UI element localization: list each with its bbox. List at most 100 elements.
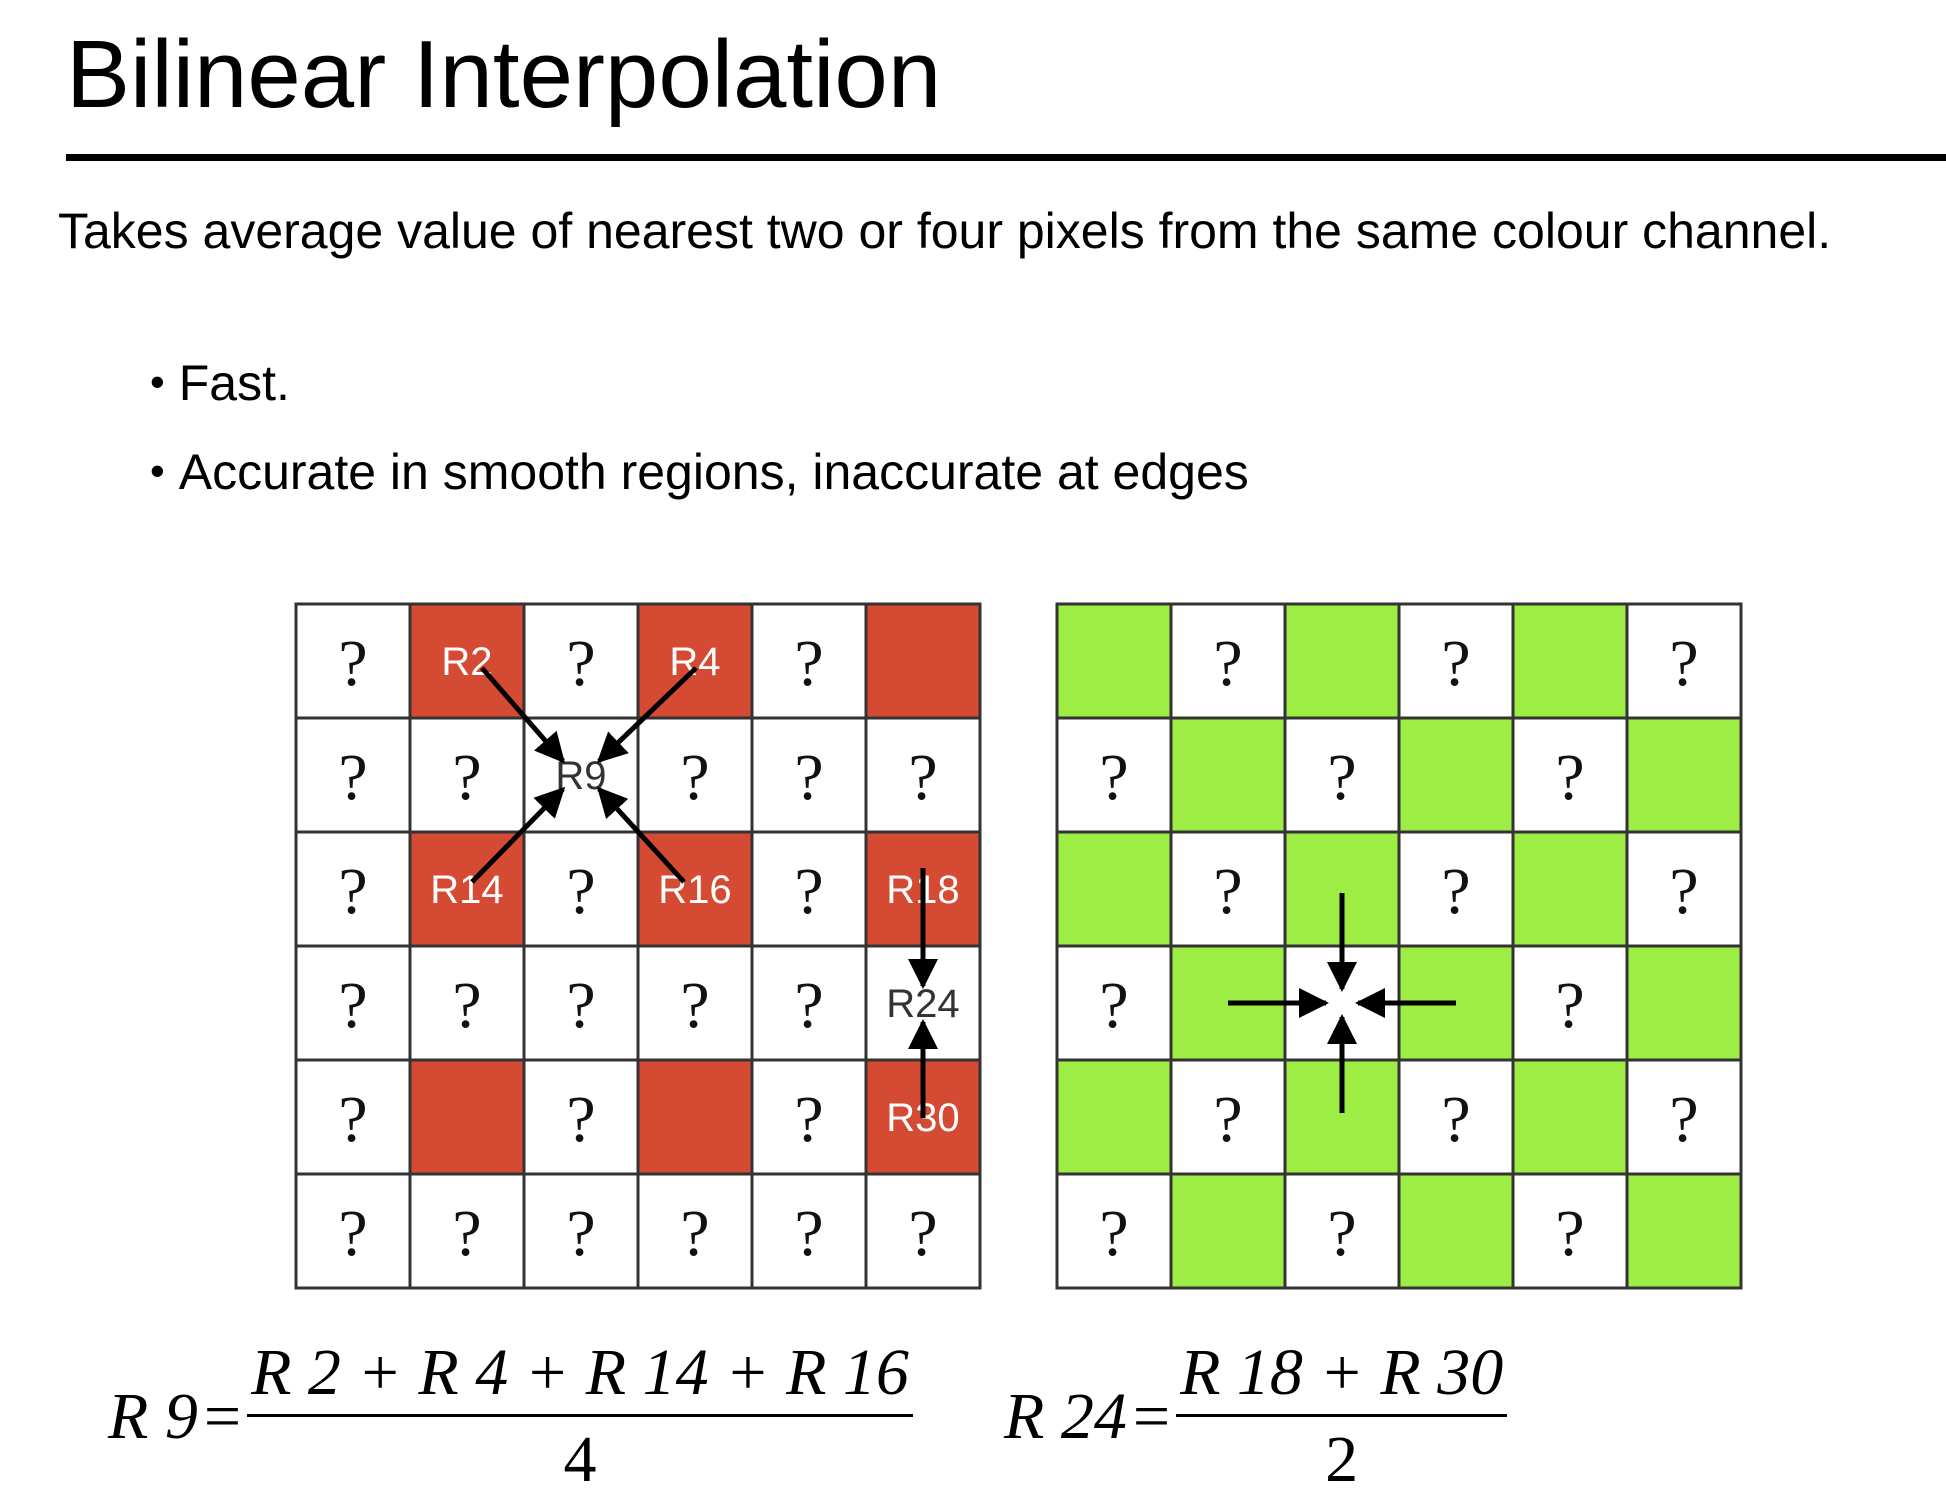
slide-title: Bilinear Interpolation bbox=[66, 21, 942, 128]
formula-r9-fraction: R 2 + R 4 + R 14 + R 16 4 bbox=[247, 1340, 913, 1493]
formula-r9-lhs: R 9 bbox=[108, 1379, 198, 1453]
bullet-list: Fast. Accurate in smooth regions, inaccu… bbox=[150, 350, 1249, 528]
grid-cell bbox=[864, 1058, 982, 1176]
formula-r24-numerator: R 18 + R 30 bbox=[1176, 1340, 1508, 1417]
grid-cell bbox=[1169, 1172, 1287, 1290]
pixel-label-r18: R18 bbox=[886, 868, 959, 912]
grid-cell bbox=[750, 830, 868, 948]
unknown-pixel-mark: ? bbox=[1669, 855, 1698, 928]
grid-cell bbox=[864, 602, 982, 720]
unknown-pixel-mark: ? bbox=[566, 1083, 595, 1156]
unknown-pixel-mark: ? bbox=[1213, 1083, 1242, 1156]
grid-cell bbox=[1511, 944, 1629, 1062]
grid-cell bbox=[750, 1058, 868, 1176]
grid-cell bbox=[408, 1172, 526, 1290]
arrow bbox=[596, 666, 698, 764]
pixel-label-r4: R4 bbox=[669, 640, 720, 684]
unknown-pixel-mark: ? bbox=[794, 627, 823, 700]
grid-cell bbox=[1283, 1058, 1401, 1176]
unknown-pixel-mark: ? bbox=[1555, 969, 1584, 1042]
grid-cell bbox=[1511, 716, 1629, 834]
formula-r9-numerator: R 2 + R 4 + R 14 + R 16 bbox=[247, 1340, 913, 1417]
grid-cell bbox=[636, 716, 754, 834]
grid-cell bbox=[636, 602, 754, 720]
grid-cell bbox=[522, 830, 640, 948]
unknown-pixel-mark: ? bbox=[338, 741, 367, 814]
grid-cell bbox=[294, 602, 412, 720]
grid-cell bbox=[1397, 1058, 1515, 1176]
grid-cell bbox=[750, 1172, 868, 1290]
pixel-label-r9: R9 bbox=[555, 754, 606, 798]
grid-cell bbox=[1625, 944, 1743, 1062]
grid-cell bbox=[1511, 1058, 1629, 1176]
grid-cell bbox=[864, 1172, 982, 1290]
grid-cell bbox=[1169, 830, 1287, 948]
formula-r24-lhs: R 24 bbox=[1004, 1379, 1127, 1453]
grid-cell bbox=[1055, 1172, 1173, 1290]
grid-cell bbox=[1625, 1172, 1743, 1290]
unknown-pixel-mark: ? bbox=[1441, 627, 1470, 700]
pixel-label-r30: R30 bbox=[886, 1096, 959, 1140]
unknown-pixel-mark: ? bbox=[1441, 855, 1470, 928]
grid-cell bbox=[1055, 716, 1173, 834]
grid-cell bbox=[1625, 716, 1743, 834]
unknown-pixel-mark: ? bbox=[1099, 741, 1128, 814]
formula-r24-fraction: R 18 + R 30 2 bbox=[1176, 1340, 1508, 1496]
arrow bbox=[470, 786, 566, 884]
grid-cell bbox=[294, 830, 412, 948]
interpolation-arrows bbox=[470, 666, 1456, 1118]
grid-cell bbox=[1625, 602, 1743, 720]
grid-cell bbox=[294, 944, 412, 1062]
unknown-pixel-mark: ? bbox=[794, 855, 823, 928]
grid-cell bbox=[864, 716, 982, 834]
unknown-pixel-mark: ? bbox=[566, 969, 595, 1042]
grid-cell bbox=[864, 944, 982, 1062]
formula-r9-denominator: 4 bbox=[563, 1423, 597, 1496]
bullet-text: Accurate in smooth regions, inaccurate a… bbox=[178, 444, 1249, 500]
grid-cell bbox=[1169, 602, 1287, 720]
title-underline bbox=[66, 154, 1946, 161]
unknown-pixel-mark: ? bbox=[680, 969, 709, 1042]
grid-cell bbox=[1511, 830, 1629, 948]
grid-cell bbox=[408, 602, 526, 720]
unknown-pixel-mark: ? bbox=[1327, 741, 1356, 814]
formula-r24-equals: = bbox=[1132, 1379, 1171, 1453]
grid-cell bbox=[750, 716, 868, 834]
unknown-pixel-mark: ? bbox=[1555, 1197, 1584, 1270]
unknown-pixel-mark: ? bbox=[794, 741, 823, 814]
grid-cell bbox=[408, 830, 526, 948]
unknown-pixel-mark: ? bbox=[908, 1197, 937, 1270]
unknown-pixel-mark: ? bbox=[1099, 969, 1128, 1042]
grid-cell bbox=[636, 830, 754, 948]
grid-cell bbox=[294, 1172, 412, 1290]
unknown-pixel-mark: ? bbox=[1555, 741, 1584, 814]
grid-cell bbox=[1055, 602, 1173, 720]
unknown-pixel-mark: ? bbox=[908, 741, 937, 814]
formula-r24-denominator: 2 bbox=[1325, 1423, 1359, 1496]
formula-r9-equals: = bbox=[203, 1379, 242, 1453]
grid-cell bbox=[408, 944, 526, 1062]
grid-cell bbox=[1283, 602, 1401, 720]
grid-cell bbox=[522, 1058, 640, 1176]
pixel-label-r2: R2 bbox=[441, 640, 492, 684]
unknown-pixel-mark: ? bbox=[338, 969, 367, 1042]
grid-cell bbox=[1055, 830, 1173, 948]
unknown-pixel-mark: ? bbox=[1099, 1197, 1128, 1270]
unknown-pixel-mark: ? bbox=[680, 1197, 709, 1270]
unknown-pixel-mark: ? bbox=[794, 1083, 823, 1156]
bullet-text: Fast. bbox=[178, 355, 290, 411]
arrow bbox=[480, 666, 565, 764]
arrow bbox=[596, 786, 686, 884]
grid-cell bbox=[1283, 716, 1401, 834]
bullet-item: Fast. bbox=[150, 350, 1249, 419]
unknown-pixel-mark: ? bbox=[1441, 1083, 1470, 1156]
grid-cell bbox=[636, 944, 754, 1062]
unknown-pixel-mark: ? bbox=[452, 1197, 481, 1270]
unknown-pixel-mark: ? bbox=[338, 855, 367, 928]
grid-cell bbox=[522, 602, 640, 720]
unknown-pixel-mark: ? bbox=[338, 627, 367, 700]
unknown-pixel-mark: ? bbox=[1213, 627, 1242, 700]
formula-r9: R 9 = R 2 + R 4 + R 14 + R 16 4 bbox=[108, 1340, 913, 1493]
grid-cell bbox=[1511, 1172, 1629, 1290]
grid-cell bbox=[1625, 830, 1743, 948]
